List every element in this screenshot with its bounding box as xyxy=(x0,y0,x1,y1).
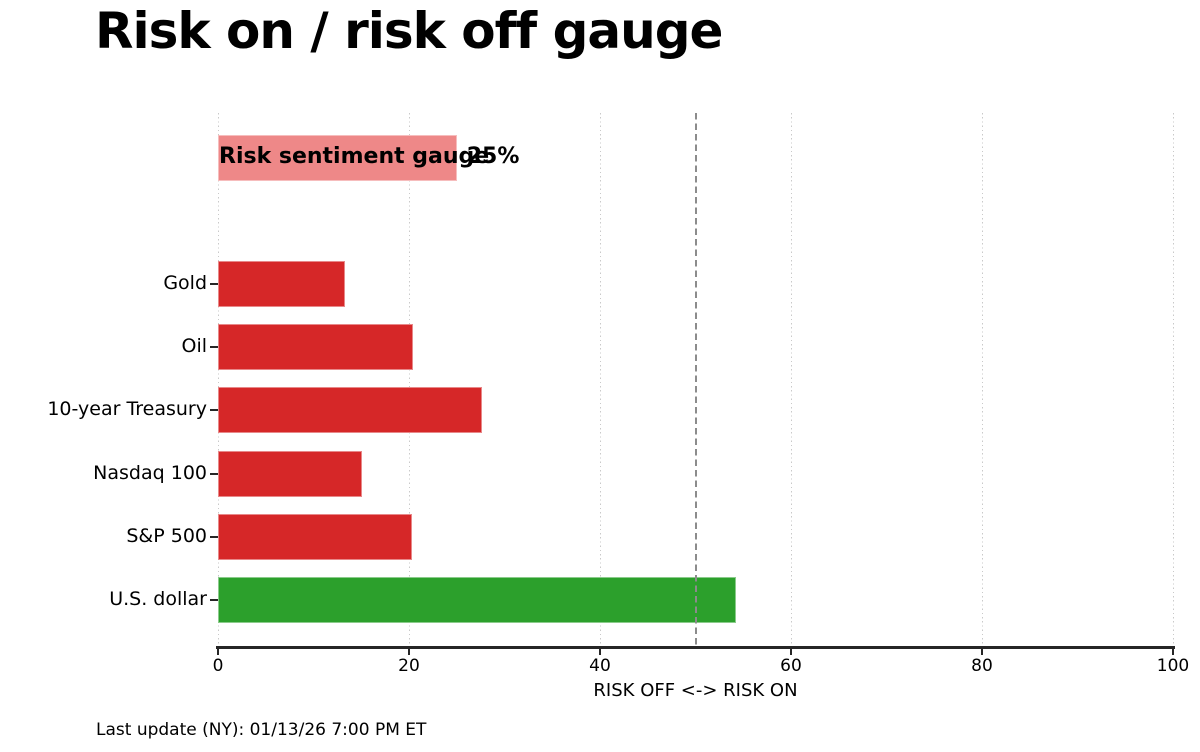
y-tick-nasdaq-100 xyxy=(210,472,218,475)
gridline-20 xyxy=(408,113,410,647)
y-tick-gold xyxy=(210,282,218,285)
gauge-label: Risk sentiment gauge xyxy=(219,143,490,169)
gridline-40 xyxy=(599,113,601,647)
x-tick-40 xyxy=(599,647,601,655)
x-tick-label-100: 100 xyxy=(1156,656,1190,676)
x-tick-label-20: 20 xyxy=(398,656,420,676)
x-tick-80 xyxy=(981,647,983,655)
x-tick-label-60: 60 xyxy=(780,656,802,676)
bar-nasdaq-100 xyxy=(218,450,363,497)
y-axis-label-nasdaq-100: Nasdaq 100 xyxy=(93,461,207,484)
bar-gold xyxy=(218,260,345,307)
x-tick-label-0: 0 xyxy=(212,656,224,676)
gridline-100 xyxy=(1172,113,1174,647)
y-axis-label-10-year-treasury: 10-year Treasury xyxy=(47,398,207,421)
y-axis-label-s-p-500: S&P 500 xyxy=(126,524,207,547)
bar-oil xyxy=(218,324,413,371)
y-axis-label-u-s-dollar: U.S. dollar xyxy=(109,587,207,610)
x-tick-60 xyxy=(790,647,792,655)
x-tick-label-80: 80 xyxy=(971,656,993,676)
y-tick-oil xyxy=(210,346,218,349)
x-tick-0 xyxy=(217,647,219,655)
x-axis-spine xyxy=(216,646,1175,649)
last-update-note: Last update (NY): 01/13/26 7:00 PM ET xyxy=(96,720,427,740)
bar-10-year-treasury xyxy=(218,387,482,434)
plot-area: 0 20 40 60 80 100 Risk sentiment gauge 25% Gold O… xyxy=(47,113,1189,676)
x-tick-label-40: 40 xyxy=(589,656,611,676)
x-tick-100 xyxy=(1172,647,1174,655)
gauge-value-label: 25% xyxy=(466,143,520,169)
y-tick-10-year-treasury xyxy=(210,409,218,412)
bar-u-s-dollar xyxy=(218,576,736,623)
bar-risk-sentiment-gauge xyxy=(218,134,457,181)
x-tick-20 xyxy=(408,647,410,655)
y-axis-label-oil: Oil xyxy=(181,335,207,358)
gridline-0 xyxy=(217,113,219,647)
threshold-line-50 xyxy=(694,113,697,647)
bar-s-p-500 xyxy=(218,513,412,560)
y-tick-s-p-500 xyxy=(210,535,218,538)
x-axis-label: RISK OFF <-> RISK ON xyxy=(593,680,798,701)
y-axis-label-gold: Gold xyxy=(163,271,207,294)
gridline-60 xyxy=(790,113,792,647)
gridline-80 xyxy=(981,113,983,647)
y-tick-u-s-dollar xyxy=(210,598,218,601)
chart-title: Risk on / risk off gauge xyxy=(95,2,723,60)
